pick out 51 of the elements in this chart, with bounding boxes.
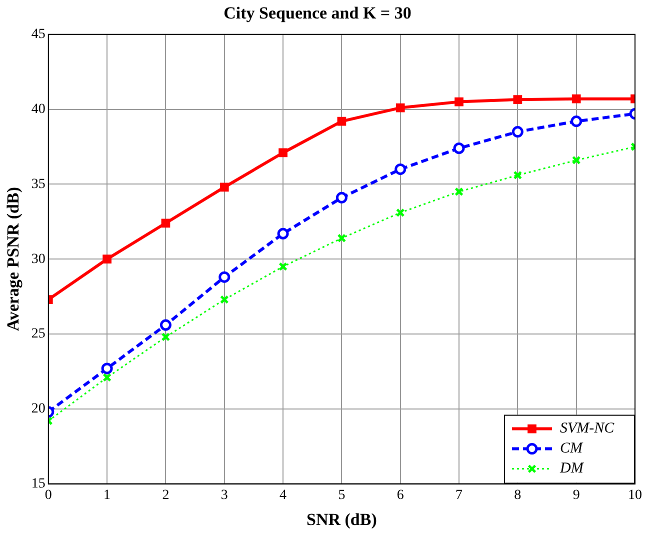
point (278, 262, 288, 272)
x-tick-label: 2 (162, 488, 170, 503)
x-axis-title: SNR (dB) (306, 510, 377, 530)
point (512, 126, 524, 138)
chart-title: City Sequence and K = 30 (224, 4, 412, 23)
point (513, 170, 522, 180)
y-tick-label: 25 (31, 326, 46, 342)
legend-label: DM (559, 460, 585, 477)
x-tick-label: 7 (456, 488, 463, 503)
y-tick-label: 35 (31, 176, 46, 192)
point (394, 163, 406, 175)
point (102, 254, 112, 264)
point (277, 228, 289, 240)
point (101, 362, 113, 374)
point (396, 103, 405, 112)
y-tick-label: 45 (31, 27, 46, 42)
point (396, 208, 405, 218)
legend-label: SVM-NC (560, 420, 616, 437)
point (336, 192, 348, 204)
x-tick-label: 0 (44, 488, 52, 503)
point (218, 271, 230, 283)
point (161, 332, 170, 342)
x-tick-label: 10 (628, 488, 642, 503)
x-tick-label: 5 (338, 488, 346, 503)
point (337, 234, 346, 243)
x-tick-label: 4 (280, 488, 287, 503)
point (454, 97, 464, 106)
legend-label: CM (560, 440, 584, 457)
x-tick-label: 1 (104, 488, 111, 503)
x-tick-label: 3 (220, 488, 228, 503)
y-axis-title: Average PSNR (dB) (4, 187, 23, 332)
point (220, 182, 229, 192)
point (220, 295, 229, 304)
point (453, 142, 465, 154)
point (572, 156, 581, 165)
point (337, 116, 346, 126)
x-tick-label: 8 (514, 488, 522, 503)
point (161, 218, 170, 228)
point (454, 187, 464, 196)
point (570, 116, 582, 128)
x-tick-label: 6 (396, 488, 404, 503)
y-tick-label: 20 (31, 402, 46, 417)
y-tick-label: 30 (31, 252, 46, 267)
point (102, 373, 112, 382)
point (572, 94, 581, 104)
y-tick-label: 15 (31, 476, 46, 492)
point (160, 319, 172, 331)
point (513, 95, 522, 104)
x-tick-label: 9 (572, 488, 580, 503)
point (278, 148, 288, 158)
y-tick-label: 40 (31, 102, 46, 117)
